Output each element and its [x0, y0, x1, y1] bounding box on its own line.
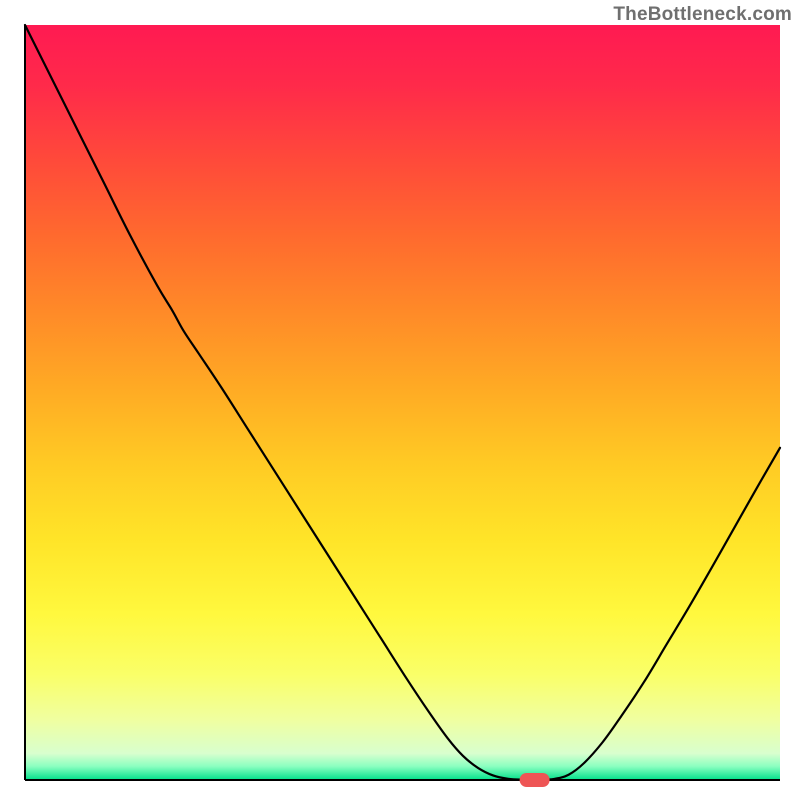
watermark-text: TheBottleneck.com [613, 4, 792, 26]
bottleneck-chart [0, 0, 800, 800]
plot-background [25, 25, 780, 780]
valley-marker [520, 773, 550, 787]
chart-container: TheBottleneck.com [0, 0, 800, 800]
